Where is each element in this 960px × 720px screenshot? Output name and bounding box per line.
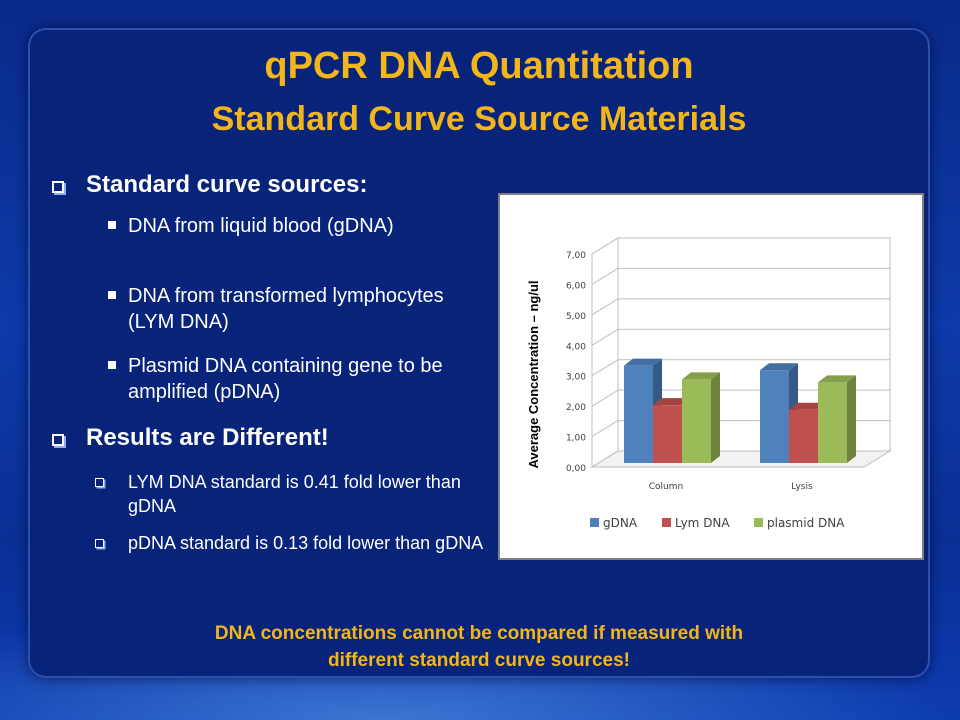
bar-top <box>760 363 798 371</box>
y-tick-label: 4,00 <box>566 342 586 352</box>
slide-title: qPCR DNA Quantitation <box>264 45 694 87</box>
bar-top <box>682 372 720 380</box>
bullet-square-icon <box>108 291 116 299</box>
y-tick-label: 7,00 <box>566 251 586 261</box>
x-tick-label: Lysis <box>791 482 813 492</box>
y-tick-label: 6,00 <box>566 281 586 291</box>
bullet-box-small-icon <box>95 478 104 487</box>
source-item-pdna: Plasmid DNA containing gene to be amplif… <box>128 355 443 403</box>
results-heading: Results are Different! <box>86 424 329 451</box>
y-tick-label: 1,00 <box>566 434 586 444</box>
bullet-square-icon <box>108 361 116 369</box>
legend-label: plasmid DNA <box>767 516 845 530</box>
y-tick-label: 3,00 <box>566 373 586 383</box>
result-item-lym: LYM DNA standard is 0.41 fold lower than… <box>128 472 461 516</box>
y-tick-label: 2,00 <box>566 403 586 413</box>
sources-heading: Standard curve sources: <box>86 171 368 198</box>
source-item-lym: DNA from transformed lymphocytes (LYM DN… <box>128 285 444 333</box>
legend-swatch <box>662 518 671 527</box>
chart-side-wall <box>591 237 619 468</box>
gridline <box>591 267 890 285</box>
bullet-box-icon <box>52 434 64 446</box>
bar <box>624 365 653 463</box>
legend-swatch <box>754 518 763 527</box>
footer-line-1: DNA concentrations cannot be compared if… <box>214 623 744 644</box>
y-axis-label: Average Concentration – ng/ul <box>526 280 541 468</box>
bar-top <box>624 358 662 366</box>
bullet-box-icon <box>52 181 64 193</box>
bar-top <box>818 375 856 383</box>
gridline <box>591 389 890 407</box>
bar <box>818 382 847 463</box>
slide-subtitle: Standard Curve Source Materials <box>211 100 747 138</box>
bar <box>760 370 789 463</box>
x-tick-label: Column <box>649 482 683 492</box>
bar-top <box>653 398 691 406</box>
bar-side <box>847 375 856 463</box>
y-tick-label: 5,00 <box>566 312 586 322</box>
result-item-pdna: pDNA standard is 0.13 fold lower than gD… <box>128 533 484 553</box>
gridline <box>591 328 890 346</box>
footer-line-2: different standard curve sources! <box>328 650 630 671</box>
bar-top <box>789 402 827 410</box>
bullet-box-small-icon <box>95 539 104 548</box>
bar <box>653 405 682 463</box>
bar <box>789 409 818 463</box>
chart-container: 0,00 1,00 2,00 3,00 4,00 5,00 6,00 7,00 Average … <box>498 193 924 560</box>
bullet-square-icon <box>108 221 116 229</box>
y-tick-label: 0,00 <box>566 464 586 474</box>
bar-side <box>711 372 720 463</box>
footer-note: DNA concentrations cannot be compared if… <box>28 620 930 674</box>
gridline <box>591 359 890 377</box>
gridline <box>591 298 890 316</box>
legend-swatch <box>590 518 599 527</box>
bar <box>682 379 711 463</box>
legend-label: Lym DNA <box>675 516 730 530</box>
source-item-gdna: DNA from liquid blood (gDNA) <box>128 215 394 237</box>
gridline <box>591 237 890 255</box>
legend-label: gDNA <box>603 516 638 530</box>
bar-chart: 0,00 1,00 2,00 3,00 4,00 5,00 6,00 7,00 Average … <box>526 237 892 530</box>
